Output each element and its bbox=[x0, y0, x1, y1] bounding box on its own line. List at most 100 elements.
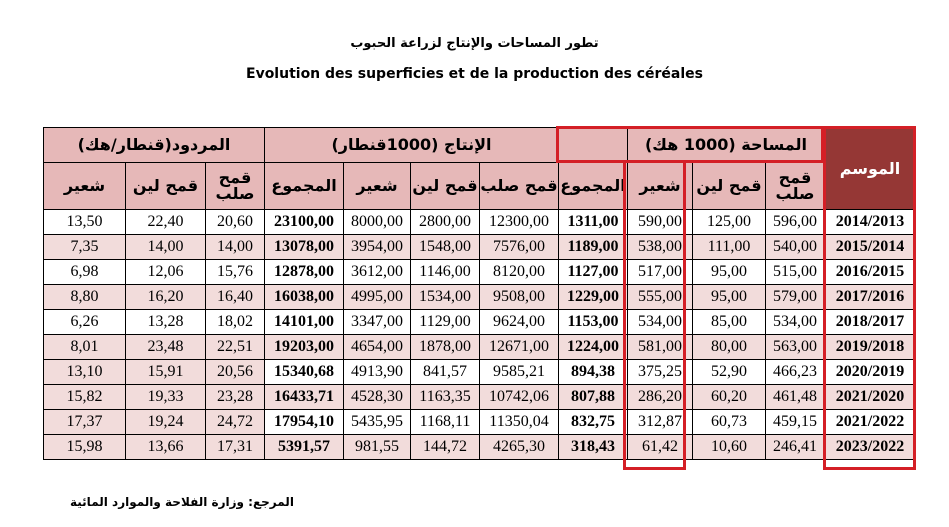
cell-yield-barley: 15,82 bbox=[43, 384, 126, 410]
cell-prod-barley: 5435,95 bbox=[343, 409, 411, 435]
cell-prod-durum: 9624,00 bbox=[479, 309, 559, 335]
cell-season: 2016/2015 bbox=[824, 259, 916, 285]
header-prod-total: المجموع bbox=[264, 162, 344, 210]
table-row: 13,10 15,91 20,56 15340,68 4913,90 841,57 9585… bbox=[43, 359, 916, 385]
cell-yield-soft: 13,28 bbox=[125, 309, 206, 335]
table-row: 15,98 13,66 17,31 5391,57 981,55 144,72 4265,3… bbox=[43, 434, 916, 460]
source-note: المرجع: وزارة الفلاحة والموارد المائية bbox=[70, 495, 294, 509]
cell-yield-durum: 16,40 bbox=[205, 284, 265, 310]
cell-season: 2021/2022 bbox=[824, 409, 916, 435]
cell-season: 2018/2017 bbox=[824, 309, 916, 335]
sub-header-row: شعير قمح لين قمح صلب المجموع شعير قمح لي… bbox=[43, 162, 916, 210]
cell-prod-barley: 981,55 bbox=[343, 434, 411, 460]
cell-yield-durum: 18,02 bbox=[205, 309, 265, 335]
cell-area-durum: 540,00 bbox=[765, 234, 825, 260]
cell-area-soft: 10,60 bbox=[692, 434, 766, 460]
cell-area-barley: 590,00 bbox=[627, 209, 693, 235]
header-area-durum-wheat: قمح صلب bbox=[765, 162, 825, 210]
cell-area-total: 1153,00 bbox=[558, 309, 628, 335]
cell-yield-durum: 20,56 bbox=[205, 359, 265, 385]
cell-area-barley: 375,25 bbox=[627, 359, 693, 385]
cell-prod-barley: 3612,00 bbox=[343, 259, 411, 285]
title-french: Evolution des superficies et de la produ… bbox=[246, 66, 703, 82]
cell-area-barley: 61,42 bbox=[627, 434, 693, 460]
cell-yield-soft: 15,91 bbox=[125, 359, 206, 385]
cell-area-barley: 312,87 bbox=[627, 409, 693, 435]
cell-yield-durum: 23,28 bbox=[205, 384, 265, 410]
cell-yield-barley: 8,01 bbox=[43, 334, 126, 360]
cell-yield-soft: 19,24 bbox=[125, 409, 206, 435]
cell-season: 2014/2013 bbox=[824, 209, 916, 235]
cell-area-soft: 60,20 bbox=[692, 384, 766, 410]
cell-prod-durum: 12671,00 bbox=[479, 334, 559, 360]
header-prod-soft-wheat: قمح لين bbox=[410, 162, 480, 210]
cell-prod-soft: 1168,11 bbox=[410, 409, 480, 435]
cell-yield-barley: 13,50 bbox=[43, 209, 126, 235]
table-row: 8,01 23,48 22,51 19203,00 4654,00 1878,00 1267… bbox=[43, 334, 916, 360]
cell-prod-total: 16038,00 bbox=[264, 284, 344, 310]
group-header-row: المردود(قنطار/هك) الإنتاج (1000قنطار) ال… bbox=[43, 127, 916, 210]
cell-prod-durum: 12300,00 bbox=[479, 209, 559, 235]
cell-area-total: 318,43 bbox=[558, 434, 628, 460]
cell-prod-barley: 8000,00 bbox=[343, 209, 411, 235]
cell-area-barley: 286,20 bbox=[627, 384, 693, 410]
cell-yield-soft: 12,06 bbox=[125, 259, 206, 285]
cell-prod-durum: 10742,06 bbox=[479, 384, 559, 410]
cell-prod-soft: 1146,00 bbox=[410, 259, 480, 285]
cell-prod-total: 14101,00 bbox=[264, 309, 344, 335]
cell-yield-durum: 14,00 bbox=[205, 234, 265, 260]
cell-prod-soft: 1878,00 bbox=[410, 334, 480, 360]
cell-season: 2023/2022 bbox=[824, 434, 916, 460]
cell-prod-total: 13078,00 bbox=[264, 234, 344, 260]
cell-yield-durum: 20,60 bbox=[205, 209, 265, 235]
cell-prod-barley: 4654,00 bbox=[343, 334, 411, 360]
cell-prod-total: 16433,71 bbox=[264, 384, 344, 410]
table-row: 6,26 13,28 18,02 14101,00 3347,00 1129,00 9624… bbox=[43, 309, 916, 335]
cell-area-soft: 111,00 bbox=[692, 234, 766, 260]
cell-yield-barley: 6,98 bbox=[43, 259, 126, 285]
cell-area-total: 1189,00 bbox=[558, 234, 628, 260]
cell-area-soft: 95,00 bbox=[692, 259, 766, 285]
cell-prod-soft: 1163,35 bbox=[410, 384, 480, 410]
cell-area-durum: 461,48 bbox=[765, 384, 825, 410]
cell-yield-durum: 17,31 bbox=[205, 434, 265, 460]
cell-prod-soft: 144,72 bbox=[410, 434, 480, 460]
cell-area-total: 832,75 bbox=[558, 409, 628, 435]
cell-area-soft: 52,90 bbox=[692, 359, 766, 385]
cell-prod-durum: 9508,00 bbox=[479, 284, 559, 310]
cell-prod-durum: 7576,00 bbox=[479, 234, 559, 260]
group-area: المساحة (1000 هك) bbox=[627, 127, 825, 163]
cell-yield-soft: 23,48 bbox=[125, 334, 206, 360]
cell-season: 2017/2016 bbox=[824, 284, 916, 310]
cell-yield-soft: 16,20 bbox=[125, 284, 206, 310]
cell-prod-soft: 1548,00 bbox=[410, 234, 480, 260]
cell-season: 2015/2014 bbox=[824, 234, 916, 260]
cell-prod-barley: 3954,00 bbox=[343, 234, 411, 260]
cell-area-total: 1311,00 bbox=[558, 209, 628, 235]
header-prod-durum-wheat: قمح صلب bbox=[479, 162, 559, 210]
table-row: 7,35 14,00 14,00 13078,00 3954,00 1548,00 7576… bbox=[43, 234, 916, 260]
cell-yield-soft: 19,33 bbox=[125, 384, 206, 410]
header-yield-durum-wheat: قمح صلب bbox=[205, 162, 265, 210]
cereals-table: المردود(قنطار/هك) الإنتاج (1000قنطار) ال… bbox=[43, 127, 916, 460]
cell-area-soft: 125,00 bbox=[692, 209, 766, 235]
cell-area-soft: 95,00 bbox=[692, 284, 766, 310]
cell-season: 2021/2020 bbox=[824, 384, 916, 410]
cell-yield-barley: 8,80 bbox=[43, 284, 126, 310]
cell-prod-soft: 1129,00 bbox=[410, 309, 480, 335]
cell-prod-durum: 9585,21 bbox=[479, 359, 559, 385]
title-arabic: تطور المساحات والإنتاج لزراعة الحبوب bbox=[350, 36, 599, 51]
cell-area-barley: 534,00 bbox=[627, 309, 693, 335]
group-production: الإنتاج (1000قنطار) bbox=[264, 127, 559, 163]
cell-yield-barley: 6,26 bbox=[43, 309, 126, 335]
cell-prod-total: 23100,00 bbox=[264, 209, 344, 235]
cell-yield-durum: 24,72 bbox=[205, 409, 265, 435]
season-header: الموسم bbox=[824, 127, 916, 210]
cell-area-barley: 517,00 bbox=[627, 259, 693, 285]
cell-area-barley: 555,00 bbox=[627, 284, 693, 310]
cell-area-total: 807,88 bbox=[558, 384, 628, 410]
cell-area-durum: 534,00 bbox=[765, 309, 825, 335]
cell-prod-soft: 1534,00 bbox=[410, 284, 480, 310]
header-area-soft-wheat: قمح لين bbox=[692, 162, 766, 210]
table-row: 13,50 22,40 20,60 23100,00 8000,00 2800,00 123… bbox=[43, 209, 916, 235]
